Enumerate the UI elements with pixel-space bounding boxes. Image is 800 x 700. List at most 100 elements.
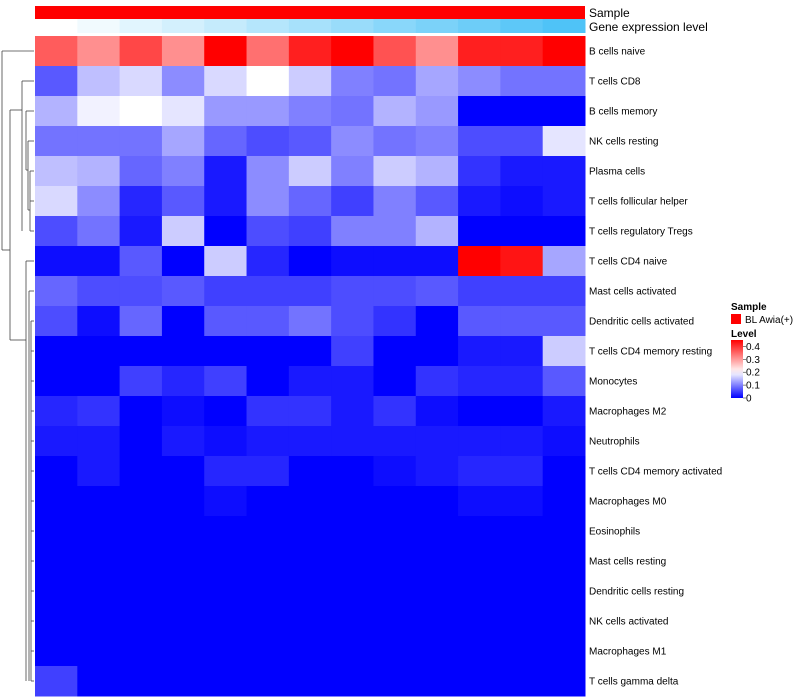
- heatmap-cell: [500, 396, 544, 427]
- heatmap-cell: [288, 666, 332, 697]
- heatmap-cell: [35, 636, 78, 667]
- heatmap-cell: [373, 396, 417, 427]
- heatmap-cell: [542, 426, 586, 457]
- heatmap-cell: [542, 546, 586, 577]
- heatmap-cell: [204, 246, 248, 277]
- heatmap-cell: [288, 36, 332, 67]
- heatmap-cell: [161, 636, 205, 667]
- heatmap-cell: [458, 516, 501, 547]
- heatmap-cell: [204, 486, 248, 517]
- heatmap-cell: [35, 486, 78, 517]
- heatmap-cell: [77, 36, 121, 67]
- heatmap-cell: [204, 546, 248, 577]
- row-label: T cells regulatory Tregs: [589, 227, 693, 238]
- heatmap-cell: [500, 276, 544, 307]
- heatmap-cell: [288, 456, 332, 487]
- heatmap-cell: [415, 456, 459, 487]
- heatmap-cell: [161, 306, 205, 337]
- expression-annotation-cell: [373, 19, 417, 33]
- heatmap-cell: [246, 576, 290, 607]
- heatmap-cell: [204, 96, 248, 127]
- heatmap-cell: [542, 636, 586, 667]
- heatmap-cell: [204, 426, 248, 457]
- heatmap-cell: [119, 456, 163, 487]
- heatmap-cell: [500, 516, 544, 547]
- heatmap-cell: [288, 306, 332, 337]
- heatmap-cell: [35, 516, 78, 547]
- heatmap-cell: [119, 366, 163, 397]
- heatmap-cell: [119, 306, 163, 337]
- heatmap-cell: [161, 606, 205, 637]
- heatmap-cell: [458, 186, 501, 217]
- heatmap-cell: [415, 396, 459, 427]
- heatmap-cell: [204, 366, 248, 397]
- heatmap-cell: [119, 126, 163, 157]
- heatmap-cell: [77, 576, 121, 607]
- heatmap-cell: [415, 186, 459, 217]
- heatmap-cell: [542, 216, 586, 247]
- row-label: NK cells resting: [589, 137, 658, 148]
- heatmap-cell: [77, 606, 121, 637]
- heatmap-cell: [542, 66, 586, 97]
- heatmap-cell: [35, 156, 78, 187]
- heatmap-cell: [246, 336, 290, 367]
- heatmap-cell: [161, 486, 205, 517]
- heatmap-cell: [542, 96, 586, 127]
- legend-level-gradient: [731, 340, 743, 398]
- heatmap-cell: [77, 456, 121, 487]
- heatmap-cell: [77, 336, 121, 367]
- heatmap-cell: [331, 246, 374, 277]
- heatmap-cell: [542, 366, 586, 397]
- heatmap-cell: [331, 276, 374, 307]
- heatmap-cell: [161, 276, 205, 307]
- heatmap-cell: [415, 276, 459, 307]
- heatmap-cell: [542, 126, 586, 157]
- heatmap-cell: [373, 156, 417, 187]
- heatmap-cell: [161, 456, 205, 487]
- heatmap-cell: [500, 426, 544, 457]
- heatmap-cell: [500, 486, 544, 517]
- heatmap-cell: [288, 366, 332, 397]
- heatmap-cell: [331, 216, 374, 247]
- heatmap-cell: [161, 186, 205, 217]
- row-label: T cells CD4 memory activated: [589, 467, 722, 478]
- heatmap-cell: [119, 426, 163, 457]
- heatmap-cell: [542, 486, 586, 517]
- heatmap-cell: [204, 306, 248, 337]
- heatmap-cell: [500, 66, 544, 97]
- heatmap-cell: [77, 156, 121, 187]
- heatmap-cell: [415, 486, 459, 517]
- heatmap-cell: [500, 216, 544, 247]
- heatmap-cell: [331, 186, 374, 217]
- heatmap-cell: [246, 246, 290, 277]
- heatmap-cell: [288, 516, 332, 547]
- heatmap-cell: [35, 606, 78, 637]
- row-label: T cells CD4 memory resting: [589, 347, 712, 358]
- row-label: B cells naive: [589, 47, 646, 58]
- heatmap-cell: [119, 636, 163, 667]
- heatmap-cell: [458, 366, 501, 397]
- heatmap-cell: [77, 186, 121, 217]
- heatmap-cell: [500, 636, 544, 667]
- heatmap-cell: [35, 396, 78, 427]
- heatmap-cell: [373, 246, 417, 277]
- heatmap-cell: [246, 186, 290, 217]
- heatmap-cell: [119, 216, 163, 247]
- heatmap-cell: [246, 366, 290, 397]
- heatmap-cell: [415, 96, 459, 127]
- heatmap-cell: [161, 576, 205, 607]
- heatmap-cell: [373, 516, 417, 547]
- sample-annotation-bar: [35, 6, 585, 19]
- heatmap-cell: [288, 186, 332, 217]
- heatmap-cell: [288, 246, 332, 277]
- heatmap-cell: [415, 606, 459, 637]
- heatmap-cell: [204, 576, 248, 607]
- heatmap-cell: [415, 336, 459, 367]
- heatmap-cell: [373, 216, 417, 247]
- heatmap-cell: [288, 216, 332, 247]
- heatmap-cell: [542, 336, 586, 367]
- heatmap-cell: [458, 36, 501, 67]
- heatmap-cell: [500, 606, 544, 637]
- heatmap-cell: [119, 246, 163, 277]
